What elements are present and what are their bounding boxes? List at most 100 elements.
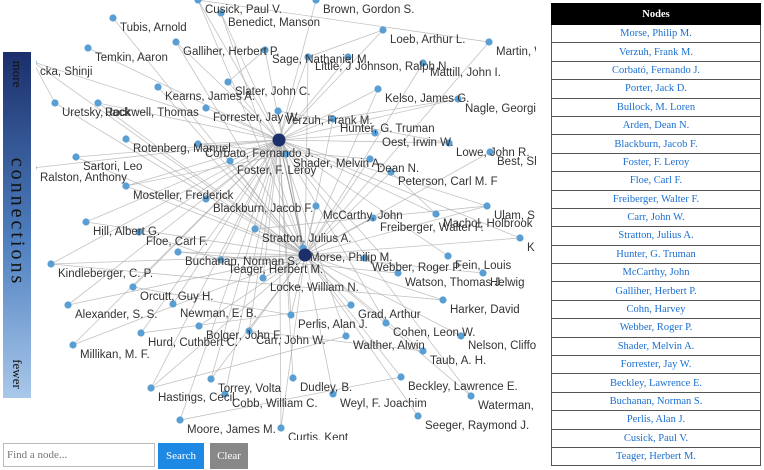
node[interactable]	[457, 332, 465, 340]
node[interactable]	[304, 53, 312, 61]
node-link[interactable]: Carr, John W.	[551, 207, 761, 228]
node[interactable]	[174, 248, 182, 256]
node[interactable]	[122, 135, 130, 143]
node[interactable]	[329, 390, 337, 398]
node-link[interactable]: Hunter, G. Truman	[551, 244, 761, 265]
node[interactable]	[516, 234, 524, 242]
node[interactable]	[414, 412, 422, 420]
node-link[interactable]: Teager, Herbert M.	[551, 446, 761, 467]
node[interactable]	[259, 274, 267, 282]
node-link[interactable]: Beckley, Lawrence E.	[551, 373, 761, 393]
node[interactable]	[371, 129, 379, 137]
node[interactable]	[342, 332, 350, 340]
node[interactable]	[202, 195, 210, 203]
node[interactable]	[419, 59, 427, 67]
node[interactable]	[82, 218, 90, 226]
node[interactable]	[486, 148, 494, 156]
node-link[interactable]: Arden, Dean N.	[551, 115, 761, 136]
node[interactable]	[287, 311, 295, 319]
node[interactable]	[312, 0, 320, 4]
node[interactable]	[217, 9, 225, 17]
node[interactable]	[202, 104, 210, 112]
node-link[interactable]: Floe, Carl F.	[551, 171, 761, 191]
node[interactable]	[69, 341, 77, 349]
node[interactable]	[207, 375, 215, 383]
node-link[interactable]: Forrester, Jay W.	[551, 355, 761, 375]
node[interactable]	[312, 202, 320, 210]
node[interactable]	[137, 329, 145, 337]
node-link[interactable]: Perlis, Alan J.	[551, 410, 761, 430]
node[interactable]	[172, 38, 180, 46]
node[interactable]	[129, 283, 137, 291]
node[interactable]	[382, 319, 390, 327]
node[interactable]	[374, 85, 382, 93]
node-link[interactable]: Morse, Philip M.	[551, 23, 761, 44]
node-link[interactable]: Cohn, Harvey	[551, 299, 761, 320]
node[interactable]	[221, 390, 229, 398]
node[interactable]	[444, 252, 452, 260]
node[interactable]	[282, 150, 290, 158]
node[interactable]	[169, 300, 177, 308]
node[interactable]	[135, 228, 143, 236]
node[interactable]	[277, 424, 285, 432]
node[interactable]	[64, 301, 72, 309]
node[interactable]	[432, 210, 440, 218]
node[interactable]	[47, 260, 55, 268]
node[interactable]	[109, 14, 117, 22]
node[interactable]	[439, 296, 447, 304]
node[interactable]	[72, 153, 80, 161]
node[interactable]	[419, 347, 427, 355]
node-link[interactable]: Webber, Roger P.	[551, 318, 761, 338]
node-link[interactable]: McCarthy, John	[551, 263, 761, 283]
node[interactable]	[251, 225, 259, 233]
node[interactable]	[344, 53, 352, 61]
node[interactable]	[217, 256, 225, 264]
hub-node[interactable]	[298, 248, 312, 262]
node[interactable]	[147, 384, 155, 392]
node[interactable]	[329, 115, 337, 123]
node[interactable]	[36, 164, 37, 171]
node[interactable]	[51, 99, 59, 107]
node-link[interactable]: Corbató, Fernando J.	[551, 60, 761, 81]
node[interactable]	[369, 214, 377, 222]
search-button[interactable]: Search	[158, 443, 204, 469]
node[interactable]	[261, 46, 269, 54]
node[interactable]	[122, 182, 130, 190]
node[interactable]	[445, 139, 453, 147]
node[interactable]	[154, 83, 162, 91]
node[interactable]	[195, 322, 203, 330]
node-link[interactable]: Cusick, Paul V.	[551, 428, 761, 448]
node-link[interactable]: Freiberger, Walter F.	[551, 189, 761, 209]
node[interactable]	[485, 38, 493, 46]
node[interactable]	[483, 202, 491, 210]
node-link[interactable]: Galliher, Herbert P.	[551, 281, 761, 301]
node[interactable]	[194, 140, 202, 148]
node[interactable]	[394, 269, 402, 277]
node[interactable]	[361, 254, 369, 262]
node-link[interactable]: Bullock, M. Loren	[551, 97, 761, 117]
node-link[interactable]: Porter, Jack D.	[551, 79, 761, 99]
node-link[interactable]: Blackburn, Jacob F.	[551, 134, 761, 154]
search-input[interactable]	[3, 443, 155, 467]
connections-slider[interactable]: more connections fewer	[3, 52, 31, 398]
node[interactable]	[387, 168, 395, 176]
node[interactable]	[94, 99, 102, 107]
hub-node[interactable]	[272, 133, 286, 147]
node[interactable]	[224, 78, 232, 86]
node[interactable]	[379, 26, 387, 34]
node[interactable]	[176, 416, 184, 424]
node[interactable]	[479, 269, 487, 277]
node[interactable]	[194, 0, 202, 4]
node[interactable]	[366, 155, 374, 163]
node[interactable]	[274, 107, 282, 115]
node[interactable]	[347, 301, 355, 309]
node-link[interactable]: Buchanan, Norman S.	[551, 391, 761, 412]
network-graph[interactable]: Cusick, Paul V. Brown, Gordon S. Tubis, Ar…	[36, 0, 536, 440]
node[interactable]	[454, 95, 462, 103]
node[interactable]	[84, 44, 92, 52]
node[interactable]	[245, 327, 253, 335]
node[interactable]	[289, 374, 297, 382]
node[interactable]	[467, 392, 475, 400]
node[interactable]	[397, 373, 405, 381]
node-link[interactable]: Verzuh, Frank M.	[551, 42, 761, 62]
